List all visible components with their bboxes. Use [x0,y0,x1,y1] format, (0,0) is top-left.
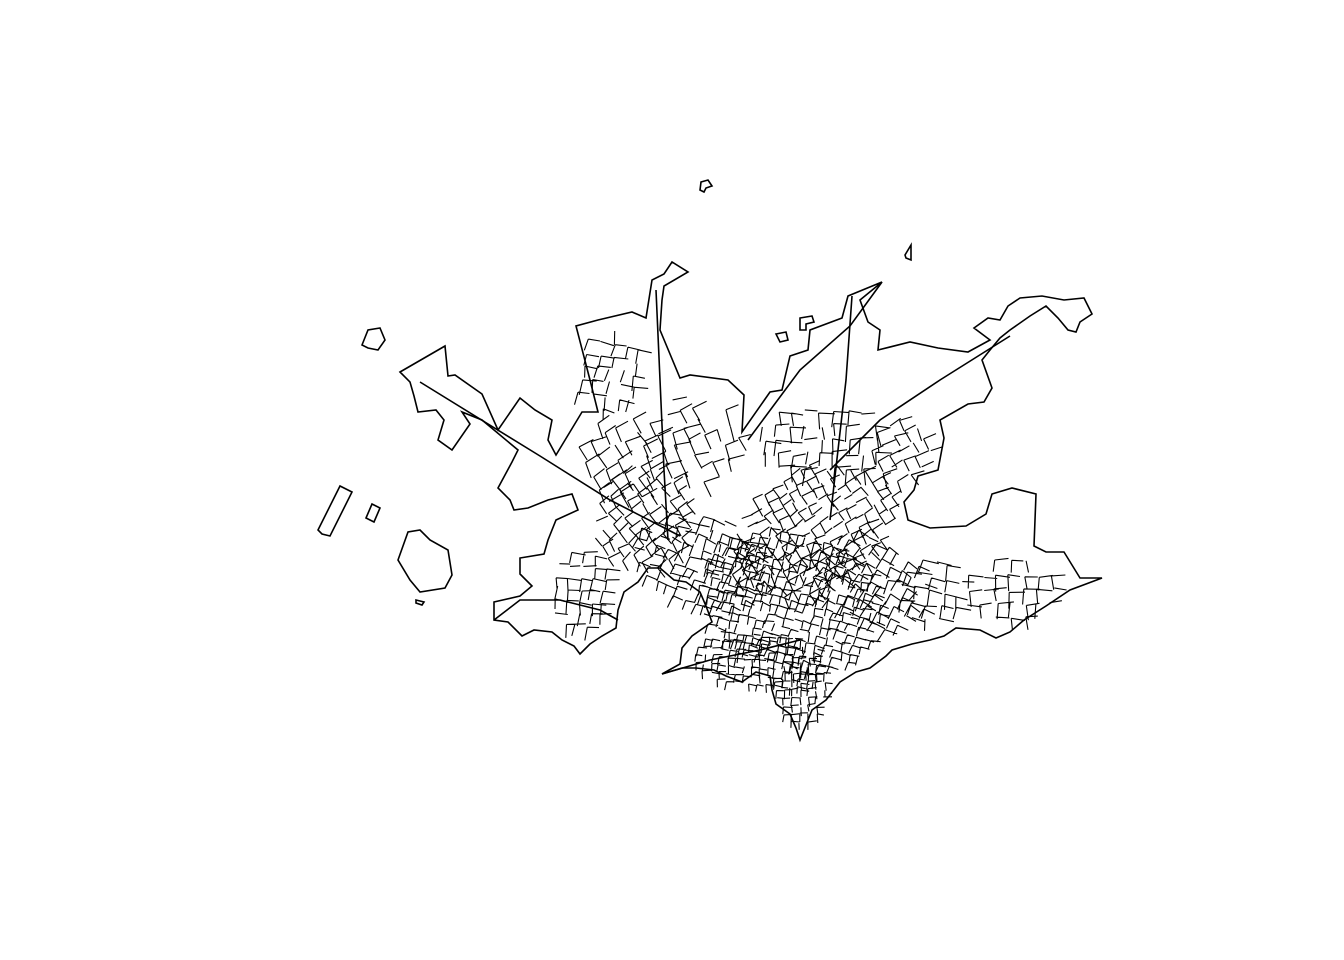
highway-diagonal-east [829,335,1011,471]
parcel-boundaries [573,330,818,730]
highway-diagonal-ne [747,281,883,441]
highway-diagonal-west [419,381,681,537]
detached-polygons [317,179,912,606]
parcel-network [554,330,1067,730]
parcel-north-small [774,331,789,343]
parcel-north-square [799,315,816,331]
parcel-boundaries [631,460,902,592]
island-northeast-small [904,242,912,262]
parcel-boundaries [807,664,833,730]
island-west-block [397,529,453,593]
parcel-boundaries [578,396,1067,619]
road-northeast-vertical [829,295,853,521]
island-west-strip [317,484,354,537]
bay-west-shore [493,599,619,621]
parcel-boundaries [849,552,1041,643]
island-northwest [360,327,386,351]
parcel-boundaries [594,481,769,616]
road-north-vertical [655,289,669,541]
island-west-dot [415,598,426,606]
parcel-boundaries [554,409,944,638]
island-west-small [364,502,382,524]
island-top-small [699,179,714,194]
